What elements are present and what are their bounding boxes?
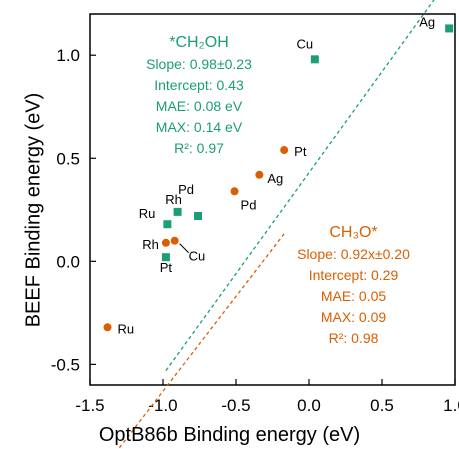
ch3o-point-pd: [230, 187, 239, 196]
ch3o-point-label-ru: Ru: [118, 321, 135, 336]
ch2oh-intercept: Intercept: 0.43: [154, 77, 244, 93]
ch2oh-point-ag: [445, 24, 454, 33]
ch2oh-point-pt: [161, 253, 170, 262]
y-tick-label: 0.5: [56, 149, 80, 168]
ch3o-point-label-rh: Rh: [142, 237, 159, 252]
x-tick-label: -0.5: [221, 396, 250, 415]
ch2oh-point-label-ag: Ag: [419, 14, 435, 29]
ch2oh-point-ru: [163, 220, 172, 229]
x-tick-label: -1.5: [75, 396, 104, 415]
ch3o-point-label-cu: Cu: [189, 249, 206, 264]
ch2oh-point-cu: [310, 55, 319, 64]
ch3o-intercept: Intercept: 0.29: [308, 267, 399, 283]
ch3o-slope: Slope: 0.92x±0.20: [297, 246, 410, 262]
ch2oh-fit-line: [165, 0, 435, 372]
ch3o-max: MAX: 0.09: [320, 309, 387, 325]
ch2oh-title: *CH₂OH: [169, 34, 229, 51]
ch3o-point-label-ag: Ag: [267, 171, 283, 186]
x-tick-label: 1.0: [443, 396, 459, 415]
ch3o-cu-leader-line: [179, 243, 190, 254]
ch3o-point-ag: [255, 170, 264, 179]
ch2oh-r2: R²: 0.97: [174, 140, 224, 156]
ch3o-mae: MAE: 0.05: [320, 288, 387, 304]
ch2oh-point-label-pd: Pd: [178, 182, 194, 197]
x-tick-label: 0.0: [297, 396, 321, 415]
ch3o-point-label-pt: Pt: [294, 144, 307, 159]
x-tick-label: 0.5: [370, 396, 394, 415]
ch2oh-max: MAX: 0.14 eV: [155, 119, 243, 135]
ch2oh-mae: MAE: 0.08 eV: [155, 98, 243, 114]
ch3o-point-label-pd: Pd: [241, 197, 257, 212]
ch2oh-point-label-ru: Ru: [139, 206, 156, 221]
ch2oh-annotation: *CH₂OH Slope: 0.98±0.23 Intercept: 0.43 …: [120, 34, 278, 159]
ch3o-point-ru: [103, 323, 112, 332]
ch3o-point-rh: [161, 238, 170, 247]
ch3o-r2: R²: 0.98: [328, 330, 379, 346]
ch3o-annotation: CH₃O* Slope: 0.92x±0.20 Intercept: 0.29 …: [276, 224, 431, 349]
ch2oh-point-label-rh: Rh: [165, 192, 182, 207]
y-tick-label: 0.0: [56, 252, 80, 271]
plot-area: -1.5-1.0-0.50.00.51.0-0.50.00.51.0AgCuPd…: [51, 0, 459, 449]
ch2oh-point-label-pt: Pt: [160, 260, 173, 275]
ch3o-fit-line: [117, 233, 285, 449]
y-axis-title: BEEF Binding energy (eV): [22, 92, 45, 328]
ch2oh-point-rh: [173, 207, 182, 216]
plot-frame: [89, 13, 456, 386]
ch2oh-slope: Slope: 0.98±0.23: [146, 56, 252, 72]
ch3o-point-pt: [280, 146, 289, 155]
ch2oh-point-pd: [194, 211, 203, 220]
y-tick-label: -0.5: [51, 355, 80, 374]
x-axis-title: OptB86b Binding energy (eV): [98, 424, 361, 446]
y-tick-label: 1.0: [56, 46, 80, 65]
ch3o-title: CH₃O*: [329, 224, 378, 241]
ch3o-point-cu: [170, 236, 179, 245]
ch2oh-point-label-cu: Cu: [297, 36, 314, 51]
